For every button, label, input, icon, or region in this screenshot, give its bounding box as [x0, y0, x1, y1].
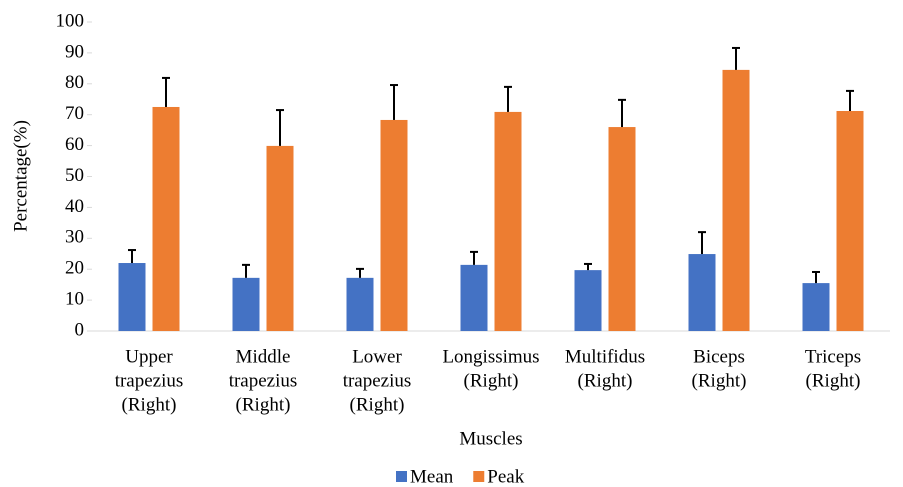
legend-swatch	[473, 471, 485, 482]
x-tick-label: trapezius	[229, 370, 298, 391]
bar	[688, 254, 716, 331]
x-tick-label: Multifidus	[565, 346, 645, 367]
x-tick-label: (Right)	[236, 394, 291, 415]
y-tick-label: 0	[75, 319, 85, 340]
bar	[722, 69, 750, 332]
y-axis-title: Percentage(%)	[10, 120, 31, 232]
y-tick-label: 10	[65, 288, 84, 309]
x-tick-label: Longissimus	[442, 346, 539, 367]
legend-label: Peak	[487, 466, 524, 487]
x-tick-label: Lower	[352, 346, 402, 367]
legend-label: Mean	[410, 466, 454, 487]
bar	[836, 110, 864, 331]
x-tick-label: trapezius	[343, 370, 412, 391]
x-tick-label: Biceps	[693, 346, 745, 367]
bar	[608, 127, 636, 331]
y-tick-label: 20	[65, 258, 84, 279]
x-tick-label: Upper	[125, 346, 173, 367]
bar	[346, 277, 374, 331]
x-tick-label: trapezius	[115, 370, 184, 391]
y-tick-label: 100	[56, 10, 85, 31]
x-tick-label: (Right)	[578, 370, 633, 391]
y-tick-label: 50	[65, 165, 84, 186]
y-tick-label: 60	[65, 134, 84, 155]
x-tick-label: (Right)	[692, 370, 747, 391]
x-tick-label: (Right)	[122, 394, 177, 415]
legend-swatch	[396, 471, 407, 482]
y-tick-label: 80	[65, 72, 84, 93]
x-tick-label: (Right)	[806, 370, 861, 391]
bar	[494, 111, 522, 331]
x-tick-label: Triceps	[805, 346, 861, 367]
x-axis-title: Muscles	[459, 428, 522, 449]
y-tick-label: 30	[65, 227, 84, 248]
x-tick-label: (Right)	[350, 394, 405, 415]
bar	[380, 119, 408, 331]
bar	[574, 270, 602, 331]
bar	[266, 145, 294, 331]
bar	[460, 264, 488, 331]
y-tick-label: 40	[65, 196, 84, 217]
bar	[232, 277, 260, 331]
bar	[118, 263, 146, 331]
bar	[152, 106, 180, 331]
y-tick-label: 70	[65, 103, 84, 124]
y-tick-label: 90	[65, 41, 84, 62]
x-tick-label: (Right)	[464, 370, 519, 391]
x-tick-label: Middle	[236, 346, 291, 367]
bar	[802, 283, 830, 331]
